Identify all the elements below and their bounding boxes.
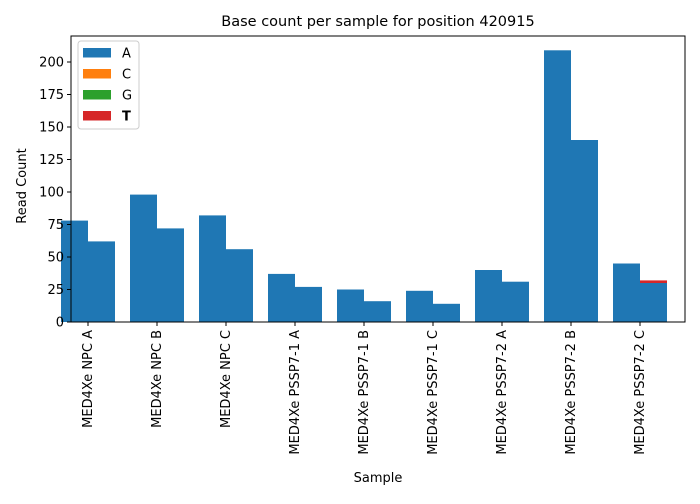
- y-tick-label: 0: [56, 316, 64, 331]
- chart-title: Base count per sample for position 42091…: [221, 14, 534, 30]
- legend-swatch-c: [83, 69, 111, 79]
- bar-t: [640, 280, 667, 283]
- y-tick-label: 100: [39, 186, 64, 201]
- bar-a: [130, 194, 157, 322]
- x-tick-label: MED4Xe PSSP7-1 B: [357, 330, 372, 455]
- bar-a: [88, 241, 115, 322]
- legend-swatch-a: [83, 48, 111, 58]
- bar-a: [406, 290, 433, 322]
- bar-a: [475, 270, 502, 322]
- y-tick-label: 175: [39, 88, 64, 103]
- bar-a: [199, 215, 226, 322]
- x-tick-label: MED4Xe PSSP7-2 B: [564, 330, 579, 455]
- legend-label-c: C: [122, 68, 131, 83]
- bar-a: [544, 50, 571, 323]
- x-tick-label: MED4Xe NPC A: [81, 330, 96, 428]
- legend-label-g: G: [122, 89, 132, 104]
- bar-a: [61, 220, 88, 322]
- bar-a: [502, 281, 529, 322]
- y-tick-label: 125: [39, 153, 64, 168]
- bar-a: [640, 283, 667, 322]
- plot-frame: [70, 35, 686, 323]
- x-tick-label: MED4Xe PSSP7-1 C: [426, 330, 441, 455]
- legend-label-a: A: [122, 47, 131, 62]
- x-tick-label: MED4Xe NPC B: [150, 330, 165, 428]
- legend-label-t: T: [122, 110, 131, 125]
- bar-a: [268, 273, 295, 322]
- plot-area: 0 25 50 75 100 125 150 175 200 MED4Xe NPC A MED4Xe…: [39, 35, 686, 455]
- y-tick-label: 150: [39, 121, 64, 136]
- legend-box: [77, 40, 140, 130]
- bar-a: [613, 263, 640, 322]
- x-tick-label: MED4Xe PSSP7-2 A: [495, 330, 510, 455]
- y-tick-label: 25: [47, 283, 64, 298]
- y-tick-label: 50: [47, 251, 64, 266]
- bar-a: [433, 303, 460, 322]
- x-tick-label: MED4Xe PSSP7-2 C: [633, 330, 648, 455]
- y-tick-label: 200: [39, 56, 64, 71]
- bar-a: [571, 140, 598, 322]
- y-tick-label: 75: [47, 218, 64, 233]
- bar-a: [364, 301, 391, 322]
- legend-swatch-g: [83, 90, 111, 100]
- bar-a: [226, 249, 253, 322]
- bar-a: [295, 286, 322, 322]
- x-tick-label: MED4Xe PSSP7-1 A: [288, 330, 303, 455]
- x-axis-label: Sample: [354, 471, 403, 486]
- bar-a: [157, 228, 184, 322]
- y-axis-label: Read Count: [15, 148, 30, 223]
- x-tick-label: MED4Xe NPC C: [219, 330, 234, 428]
- bar-a: [337, 289, 364, 322]
- legend-swatch-t: [83, 111, 111, 121]
